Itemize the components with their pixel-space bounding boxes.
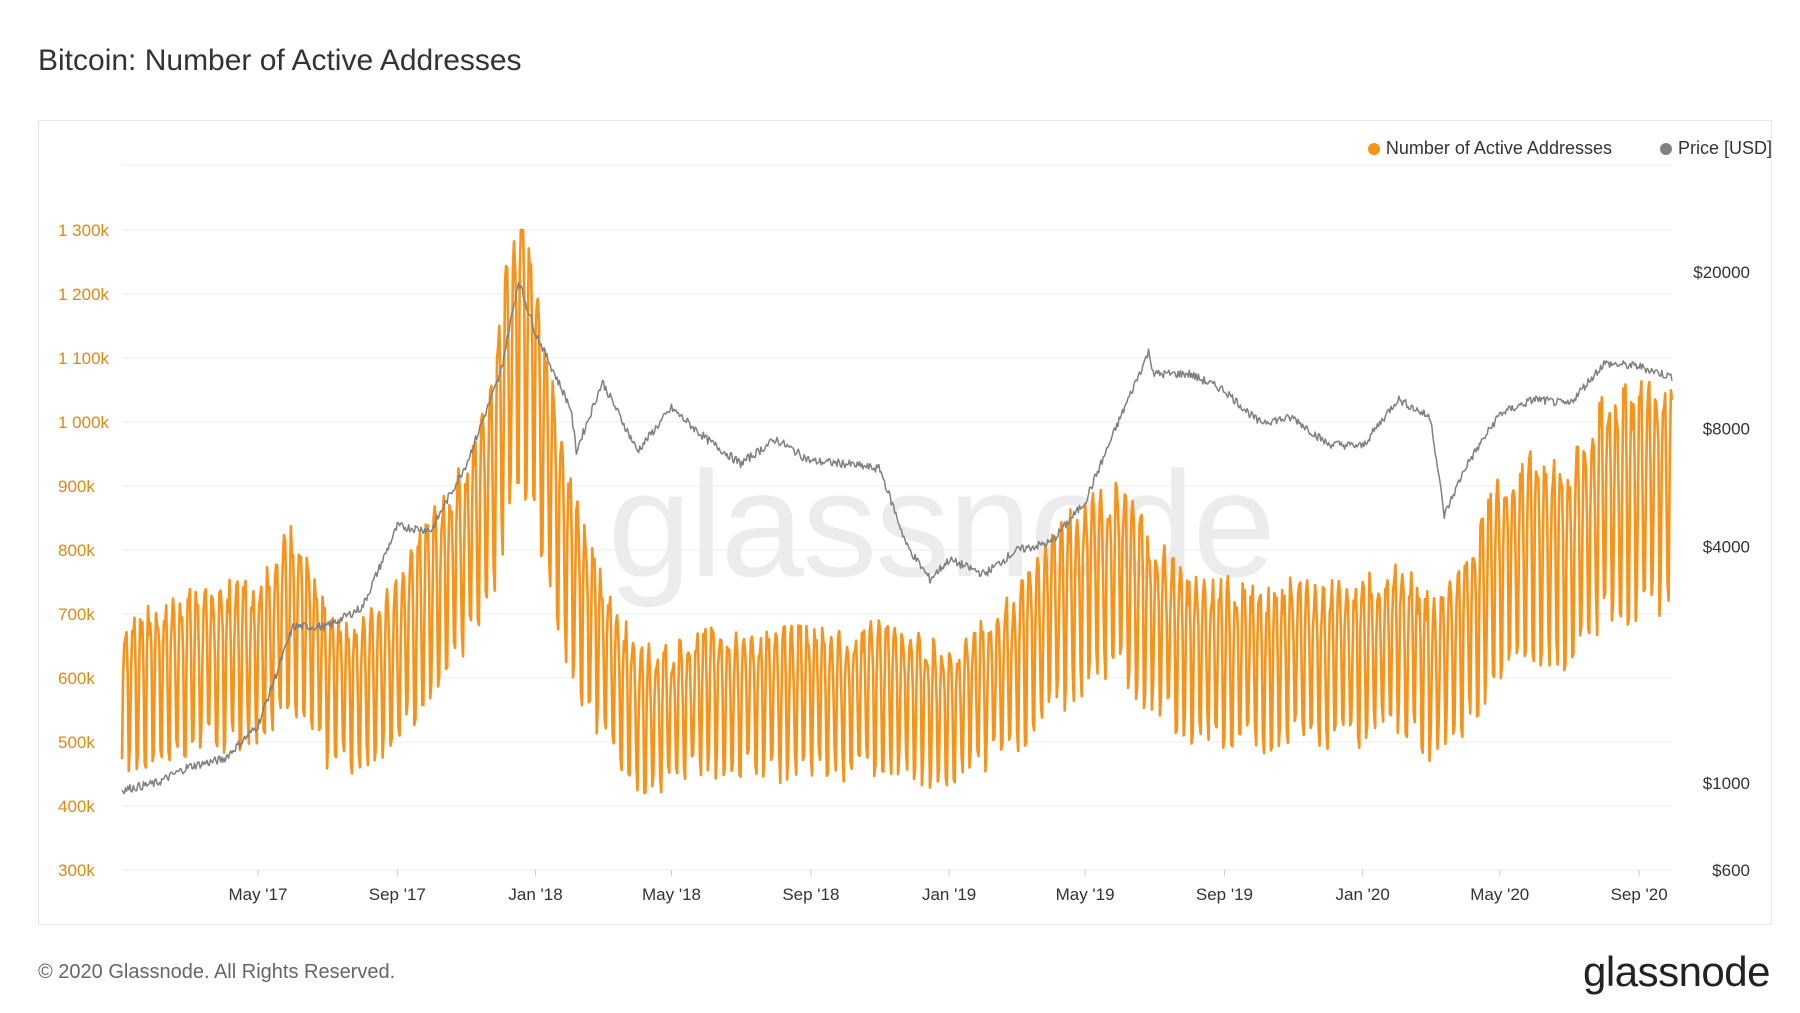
x-tick-label: Jan '18 (508, 885, 562, 904)
y-right-tick-label: $4000 (1703, 537, 1750, 556)
chart-title: Bitcoin: Number of Active Addresses (38, 44, 522, 77)
y-left-tick-label: 700k (58, 605, 95, 624)
y-left-tick-label: 400k (58, 797, 95, 816)
price-line (121, 281, 1673, 795)
y-right-tick-label: $20000 (1693, 263, 1750, 282)
x-tick-label: May '19 (1056, 885, 1115, 904)
y-left-tick-label: 900k (58, 477, 95, 496)
y-left-tick-label: 1 100k (58, 349, 110, 368)
y-left-tick-label: 1 000k (58, 413, 110, 432)
y-left-tick-label: 1 300k (58, 221, 110, 240)
legend-label-active: Number of Active Addresses (1385, 138, 1612, 158)
glassnode-logo[interactable]: glassnode (1583, 948, 1770, 995)
active-addresses-line (120, 228, 1674, 795)
y-left-tick-label: 1 200k (58, 285, 110, 304)
x-tick-label: May '20 (1470, 885, 1529, 904)
y-right-tick-label: $1000 (1703, 774, 1750, 793)
x-tick-label: Jan '20 (1336, 885, 1390, 904)
x-tick-label: May '18 (642, 885, 701, 904)
legend-item-active[interactable]: Number of Active Addresses (1367, 138, 1612, 159)
price-dot-icon (1659, 142, 1672, 155)
x-tick-label: Sep '17 (369, 885, 426, 904)
legend-label-price: Price [USD] (1677, 138, 1772, 158)
x-tick-label: May '17 (228, 885, 287, 904)
y-right-tick-label: $8000 (1703, 419, 1750, 438)
x-tick-label: Sep '20 (1611, 885, 1668, 904)
legend-item-price[interactable]: Price [USD] (1659, 138, 1772, 159)
y-left-tick-label: 300k (58, 861, 95, 880)
x-tick-label: Jan '19 (922, 885, 976, 904)
y-left-tick-label: 600k (58, 669, 95, 688)
y-right-tick-label: $600 (1712, 861, 1750, 880)
y-left-tick-label: 500k (58, 733, 95, 752)
x-tick-label: Sep '19 (1196, 885, 1253, 904)
chart-frame (38, 120, 1772, 925)
x-tick-label: Sep '18 (782, 885, 839, 904)
active-dot-icon (1367, 142, 1380, 155)
y-left-tick-label: 800k (58, 541, 95, 560)
legend: Number of Active Addresses Price [USD] (1367, 138, 1772, 159)
copyright-text: © 2020 Glassnode. All Rights Reserved. (38, 961, 396, 983)
